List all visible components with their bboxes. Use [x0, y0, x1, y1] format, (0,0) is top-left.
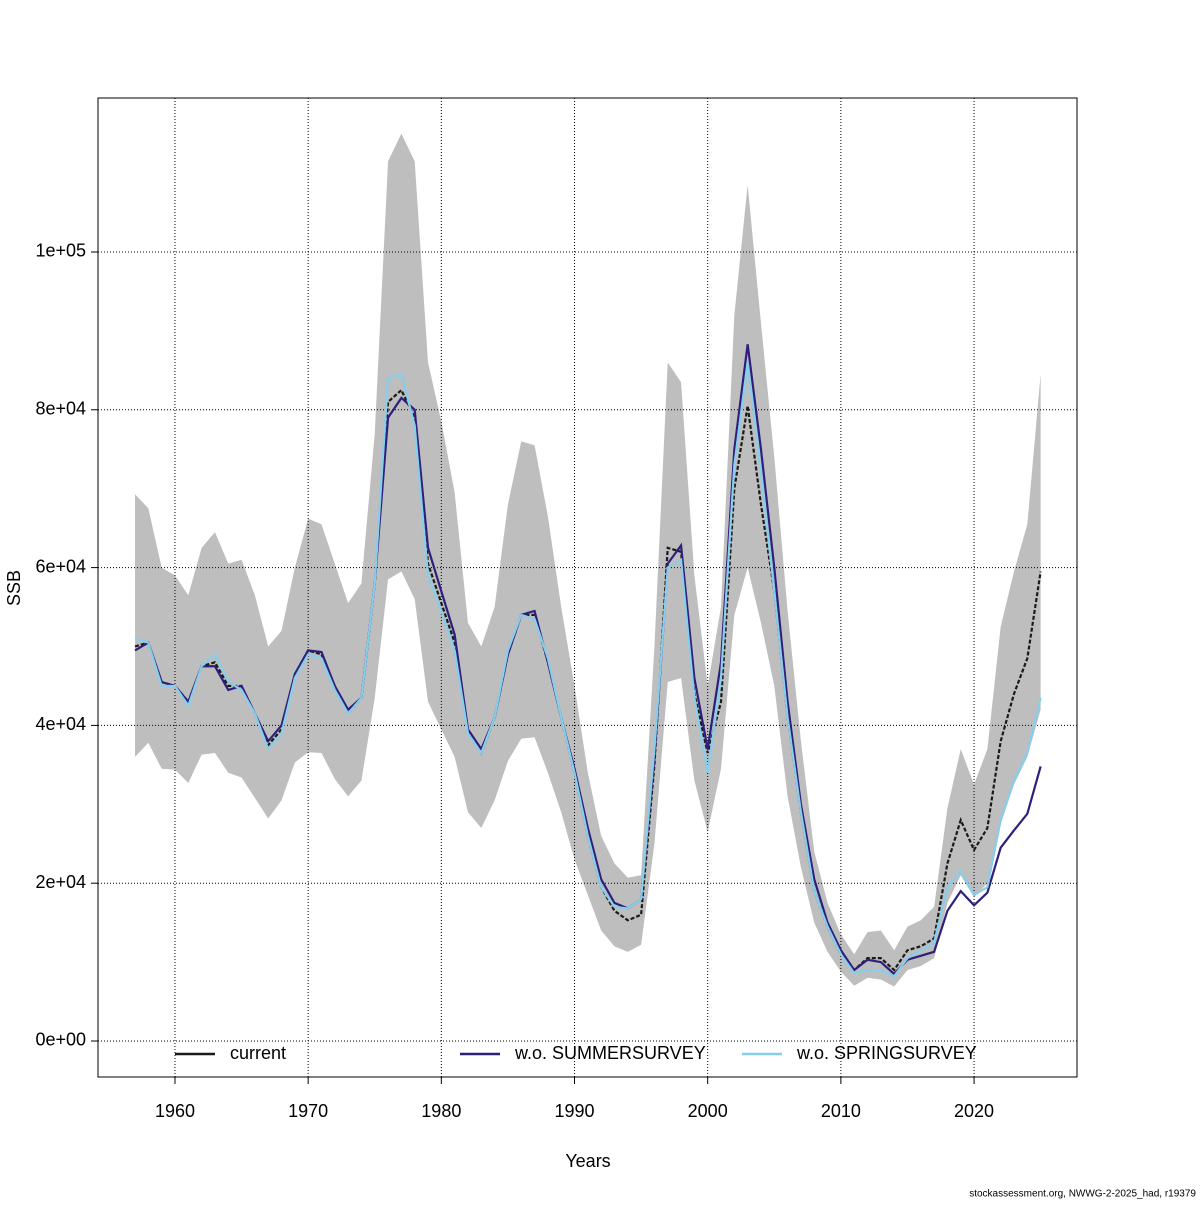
legend-label: w.o. SUMMERSURVEY	[514, 1043, 706, 1063]
x-tick-label: 1970	[288, 1101, 328, 1121]
y-tick-label: 1e+05	[35, 241, 86, 261]
plot-frame	[97, 97, 1078, 1078]
x-tick-label: 2000	[688, 1101, 728, 1121]
x-tick-label: 2010	[821, 1101, 861, 1121]
legend-label: w.o. SPRINGSURVEY	[796, 1043, 977, 1063]
series-line	[134, 344, 1042, 976]
series-line	[134, 362, 1042, 978]
y-tick-label: 8e+04	[35, 399, 86, 419]
x-tick-label: 1990	[554, 1101, 594, 1121]
x-axis-label: Years	[565, 1151, 610, 1171]
x-tick-label: 1980	[421, 1101, 461, 1121]
y-tick-label: 6e+04	[35, 556, 86, 576]
y-tick-label: 2e+04	[35, 872, 86, 892]
y-tick-label: 4e+04	[35, 714, 86, 734]
x-tick-label: 2020	[954, 1101, 994, 1121]
x-tick-label: 1960	[155, 1101, 195, 1121]
confidence-band	[135, 133, 1041, 987]
legend-label: current	[230, 1043, 286, 1063]
y-tick-label: 0e+00	[35, 1030, 86, 1050]
y-axis-label: SSB	[4, 570, 24, 606]
footnote: stockassessment.org, NWWG-2-2025_had, r1…	[969, 1189, 1196, 1200]
